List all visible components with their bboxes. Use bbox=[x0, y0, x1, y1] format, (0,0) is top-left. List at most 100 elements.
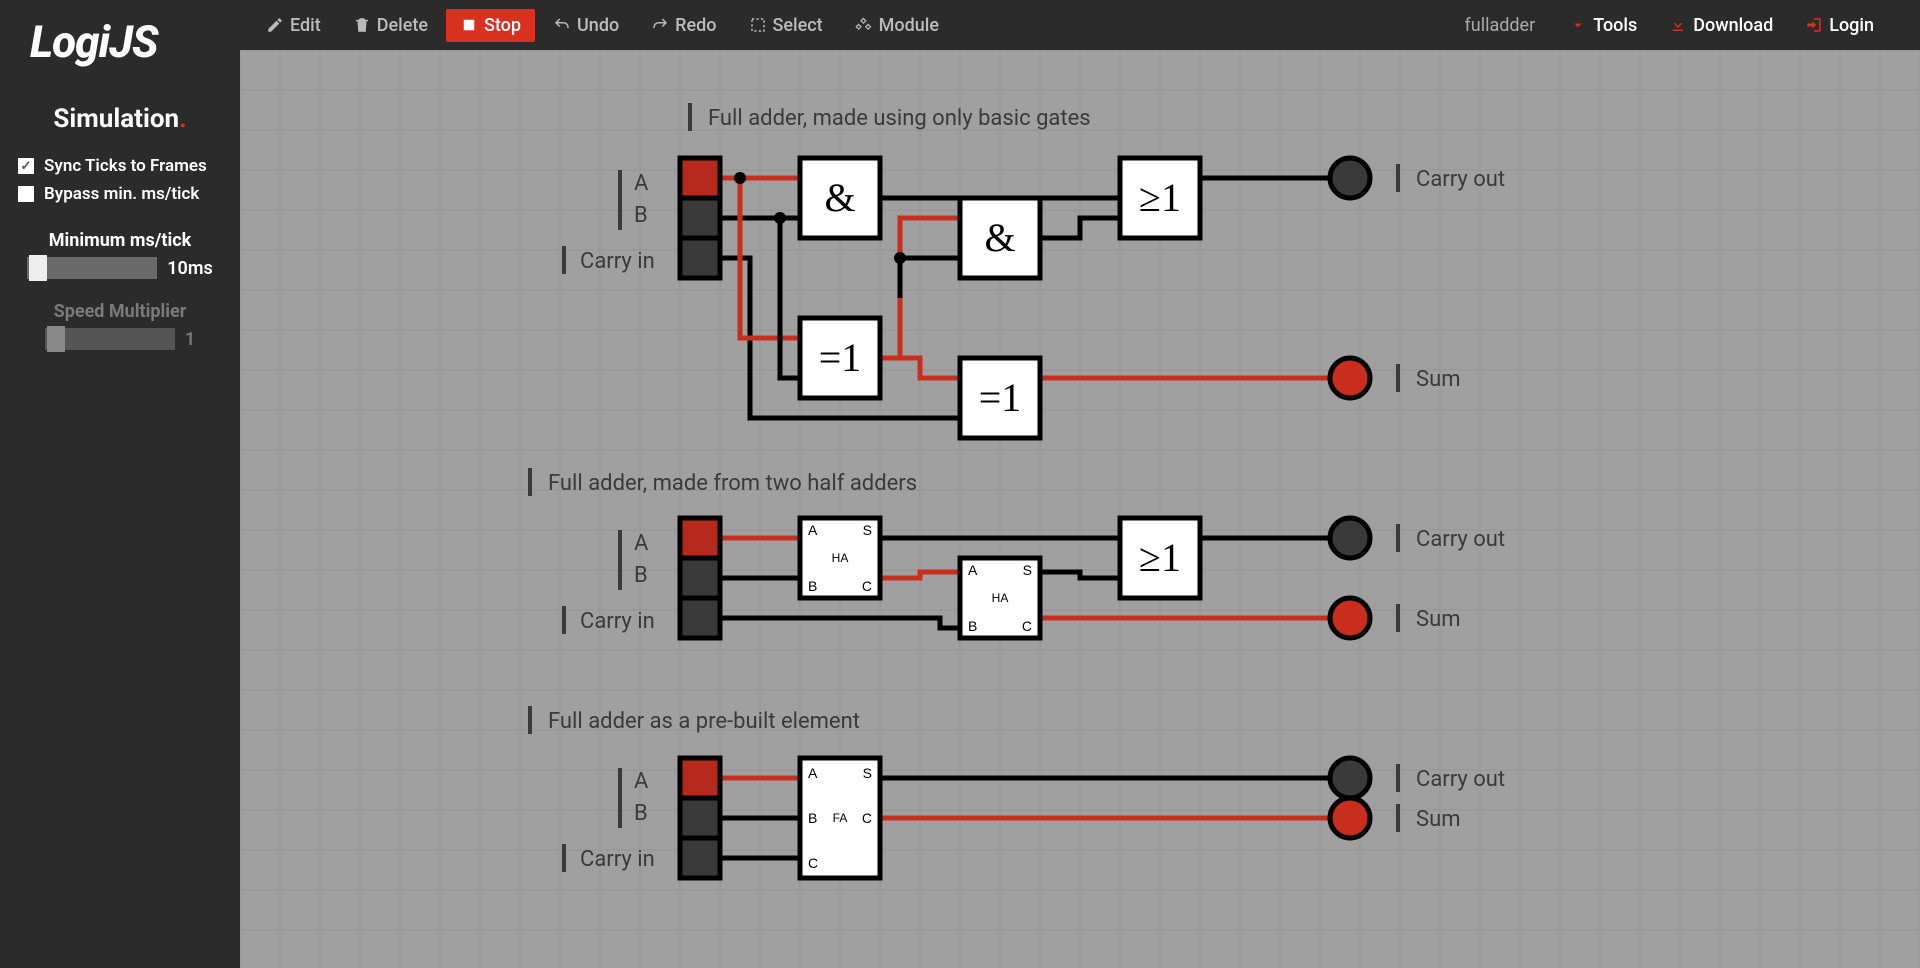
input-label: Carry in bbox=[580, 847, 655, 872]
gate-symbol: & bbox=[984, 215, 1015, 260]
pin-label: C bbox=[1022, 618, 1032, 634]
input-switch[interactable] bbox=[680, 198, 720, 238]
pin-label: A bbox=[808, 765, 818, 781]
comment-text: Full adder, made from two half adders bbox=[548, 471, 917, 496]
stop-label: Stop bbox=[484, 15, 521, 36]
download-label: Download bbox=[1693, 15, 1773, 36]
sync-row[interactable]: ✓ Sync Ticks to Frames bbox=[0, 152, 240, 180]
download-button[interactable]: Download bbox=[1655, 9, 1787, 42]
bypass-row[interactable]: Bypass min. ms/tick bbox=[0, 180, 240, 208]
module-label: HA bbox=[992, 591, 1009, 605]
login-button[interactable]: Login bbox=[1791, 9, 1888, 42]
min-ms-slider[interactable] bbox=[27, 257, 157, 279]
comment-text: Full adder, made using only basic gates bbox=[708, 106, 1091, 131]
download-icon bbox=[1669, 16, 1687, 34]
pin-label: S bbox=[1023, 562, 1032, 578]
min-ms-section: Minimum ms/tick 10ms bbox=[0, 230, 240, 279]
input-label: B bbox=[634, 801, 648, 826]
output-label: Carry out bbox=[1416, 767, 1505, 792]
module-label: FA bbox=[833, 811, 848, 825]
speed-thumb[interactable] bbox=[47, 326, 65, 352]
tools-button[interactable]: Tools bbox=[1555, 9, 1651, 42]
module-label: HA bbox=[832, 551, 849, 565]
output-label: Sum bbox=[1416, 607, 1460, 632]
min-ms-label: Minimum ms/tick bbox=[0, 230, 240, 251]
panel-title-dot: . bbox=[179, 104, 187, 134]
pin-label: B bbox=[808, 810, 817, 826]
wire[interactable] bbox=[880, 572, 960, 578]
speed-value: 1 bbox=[185, 329, 195, 350]
toolbar-right: fulladder Tools Download Login bbox=[1465, 9, 1920, 42]
redo-button[interactable]: Redo bbox=[637, 9, 730, 42]
input-label: Carry in bbox=[580, 609, 655, 634]
edit-label: Edit bbox=[290, 15, 321, 36]
output-label: Carry out bbox=[1416, 527, 1505, 552]
min-ms-thumb[interactable] bbox=[29, 255, 47, 281]
circuit-canvas[interactable]: &&≥1=1=1≥1HAABSCHAABSCFAABCSCFull adder,… bbox=[240, 50, 1920, 968]
wire[interactable] bbox=[1040, 218, 1120, 238]
gate-symbol: =1 bbox=[979, 375, 1022, 420]
speed-slider[interactable] bbox=[45, 328, 175, 350]
input-label: A bbox=[634, 171, 649, 196]
bypass-checkbox[interactable] bbox=[18, 186, 34, 202]
undo-icon bbox=[553, 16, 571, 34]
pin-label: C bbox=[862, 578, 872, 594]
redo-icon bbox=[651, 16, 669, 34]
select-icon bbox=[749, 16, 767, 34]
trash-icon bbox=[353, 16, 371, 34]
output-lamp[interactable] bbox=[1330, 598, 1370, 638]
wire-node bbox=[774, 212, 786, 224]
output-lamp[interactable] bbox=[1330, 158, 1370, 198]
input-switch[interactable] bbox=[680, 598, 720, 638]
input-switch[interactable] bbox=[680, 838, 720, 878]
sync-checkbox[interactable]: ✓ bbox=[18, 158, 34, 174]
undo-label: Undo bbox=[577, 15, 619, 36]
pin-label: S bbox=[863, 765, 872, 781]
stop-icon bbox=[460, 16, 478, 34]
tools-label: Tools bbox=[1593, 15, 1637, 36]
bypass-label: Bypass min. ms/tick bbox=[44, 184, 199, 204]
output-lamp[interactable] bbox=[1330, 518, 1370, 558]
wire[interactable] bbox=[880, 358, 960, 378]
delete-label: Delete bbox=[377, 15, 428, 36]
input-label: B bbox=[634, 203, 648, 228]
output-lamp[interactable] bbox=[1330, 358, 1370, 398]
output-lamp[interactable] bbox=[1330, 798, 1370, 838]
input-label: B bbox=[634, 563, 648, 588]
speed-section: Speed Multiplier 1 bbox=[0, 301, 240, 350]
output-lamp[interactable] bbox=[1330, 758, 1370, 798]
input-label: A bbox=[634, 769, 649, 794]
module-button[interactable]: Module bbox=[841, 9, 953, 42]
gate-symbol: =1 bbox=[819, 335, 862, 380]
delete-button[interactable]: Delete bbox=[339, 9, 442, 42]
output-label: Sum bbox=[1416, 367, 1460, 392]
comment-text: Full adder as a pre-built element bbox=[548, 709, 860, 734]
sketch-name: fulladder bbox=[1465, 15, 1536, 36]
edit-button[interactable]: Edit bbox=[252, 9, 335, 42]
pencil-icon bbox=[266, 16, 284, 34]
stop-button[interactable]: Stop bbox=[446, 9, 535, 42]
wire-node bbox=[734, 172, 746, 184]
pin-label: C bbox=[862, 810, 872, 826]
gate-symbol: & bbox=[824, 175, 855, 220]
input-switch[interactable] bbox=[680, 518, 720, 558]
module-label: Module bbox=[879, 15, 939, 36]
wire[interactable] bbox=[780, 218, 800, 378]
login-icon bbox=[1805, 16, 1823, 34]
circuit-svg[interactable]: &&≥1=1=1≥1HAABSCHAABSCFAABCSCFull adder,… bbox=[240, 50, 1920, 968]
wire[interactable] bbox=[1040, 572, 1120, 578]
login-label: Login bbox=[1829, 15, 1874, 36]
input-switch[interactable] bbox=[680, 798, 720, 838]
input-switch[interactable] bbox=[680, 158, 720, 198]
app-logo: LogiJS bbox=[0, 10, 240, 82]
input-switch[interactable] bbox=[680, 238, 720, 278]
undo-button[interactable]: Undo bbox=[539, 9, 633, 42]
speed-label: Speed Multiplier bbox=[0, 301, 240, 322]
input-switch[interactable] bbox=[680, 758, 720, 798]
panel-title-text: Simulation bbox=[53, 104, 179, 134]
wire-node bbox=[894, 252, 906, 264]
chevron-down-icon bbox=[1569, 16, 1587, 34]
input-switch[interactable] bbox=[680, 558, 720, 598]
pin-label: B bbox=[808, 578, 817, 594]
select-button[interactable]: Select bbox=[735, 9, 837, 42]
